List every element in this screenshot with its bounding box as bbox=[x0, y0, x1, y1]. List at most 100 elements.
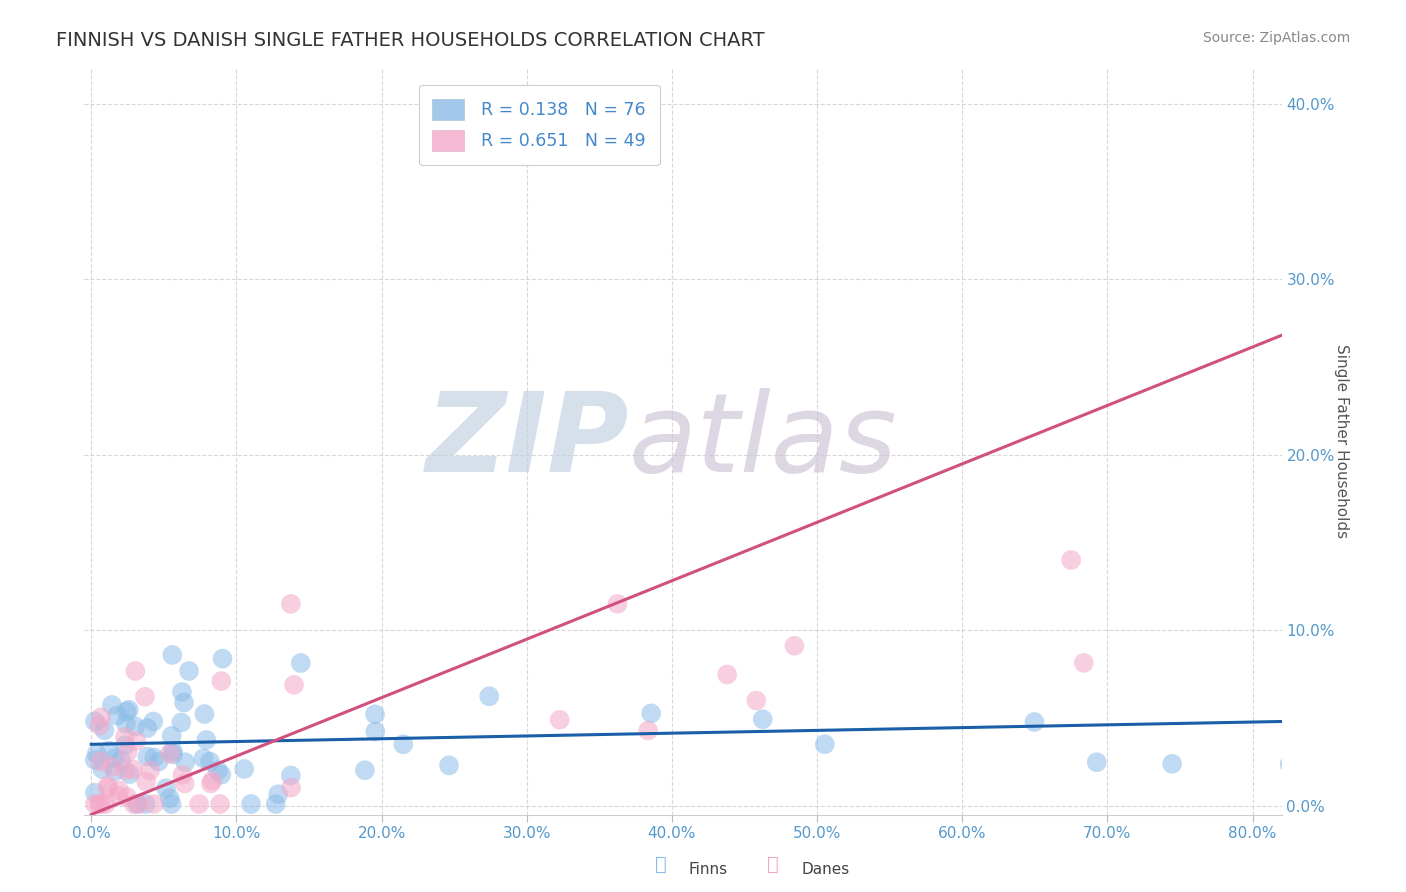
Point bbox=[724, 708, 747, 723]
Point bbox=[711, 414, 734, 428]
Text: ⬜: ⬜ bbox=[768, 855, 779, 873]
Point bbox=[83, 754, 105, 768]
Point bbox=[361, 639, 384, 653]
Point bbox=[83, 797, 105, 811]
Point bbox=[155, 787, 177, 801]
Point bbox=[90, 708, 112, 723]
Point bbox=[93, 730, 115, 744]
Point bbox=[875, 779, 897, 793]
Point bbox=[82, 753, 104, 767]
Point bbox=[131, 764, 153, 778]
Point bbox=[346, 693, 368, 707]
Point bbox=[267, 713, 290, 727]
Point bbox=[117, 768, 139, 782]
Point bbox=[103, 721, 125, 735]
Point bbox=[477, 656, 499, 670]
Point bbox=[112, 729, 135, 743]
Point bbox=[83, 718, 105, 732]
Point bbox=[117, 696, 139, 710]
Point bbox=[141, 762, 163, 776]
Point bbox=[291, 597, 314, 611]
Point bbox=[96, 703, 118, 717]
Point bbox=[890, 741, 912, 756]
Point bbox=[673, 498, 696, 512]
Point bbox=[91, 783, 114, 797]
Point bbox=[160, 768, 183, 782]
Point bbox=[593, 635, 616, 649]
Point bbox=[97, 797, 120, 811]
Point bbox=[94, 745, 117, 759]
Point bbox=[118, 756, 141, 770]
Point bbox=[127, 733, 149, 747]
Point bbox=[103, 774, 125, 789]
Point bbox=[124, 797, 146, 811]
Point bbox=[105, 750, 128, 764]
Y-axis label: Single Father Households: Single Father Households bbox=[1334, 344, 1348, 539]
Point bbox=[987, 114, 1010, 128]
Point bbox=[97, 719, 120, 733]
Point bbox=[112, 648, 135, 662]
Point bbox=[94, 705, 117, 719]
Point bbox=[132, 797, 155, 811]
Point bbox=[91, 789, 114, 803]
Point bbox=[849, 649, 872, 664]
Point bbox=[120, 664, 142, 678]
Point bbox=[112, 797, 135, 811]
Point bbox=[153, 797, 176, 811]
Point bbox=[482, 755, 505, 769]
Point bbox=[98, 797, 121, 811]
Point bbox=[87, 780, 110, 795]
Point bbox=[98, 797, 121, 811]
Point bbox=[90, 764, 112, 779]
Point bbox=[105, 797, 128, 811]
Point bbox=[87, 743, 110, 757]
Point bbox=[132, 674, 155, 689]
Point bbox=[190, 763, 212, 777]
Point bbox=[581, 741, 603, 756]
Point bbox=[239, 690, 262, 704]
Point bbox=[162, 678, 184, 692]
Point bbox=[304, 706, 326, 721]
Point bbox=[86, 723, 108, 738]
Point bbox=[94, 789, 117, 804]
Point bbox=[89, 759, 111, 773]
Point bbox=[664, 540, 686, 554]
Point bbox=[89, 698, 111, 712]
Point bbox=[783, 694, 806, 708]
Point bbox=[82, 747, 104, 761]
Point bbox=[664, 762, 686, 776]
Point bbox=[117, 685, 139, 699]
Point bbox=[97, 664, 120, 678]
Point bbox=[165, 656, 187, 670]
Point bbox=[132, 651, 155, 665]
Text: FINNISH VS DANISH SINGLE FATHER HOUSEHOLDS CORRELATION CHART: FINNISH VS DANISH SINGLE FATHER HOUSEHOL… bbox=[56, 31, 765, 50]
Point bbox=[87, 779, 110, 793]
Point bbox=[993, 700, 1015, 714]
Point bbox=[602, 551, 624, 566]
Point bbox=[1149, 760, 1171, 774]
Point bbox=[105, 714, 128, 729]
Point bbox=[84, 797, 107, 811]
Point bbox=[128, 773, 150, 788]
Point bbox=[94, 716, 117, 731]
Point bbox=[349, 712, 371, 726]
Text: atlas: atlas bbox=[628, 388, 897, 495]
Point bbox=[111, 747, 134, 761]
Point bbox=[86, 797, 108, 811]
Point bbox=[160, 780, 183, 795]
Point bbox=[98, 733, 121, 747]
Point bbox=[91, 753, 114, 767]
Text: Finns: Finns bbox=[689, 863, 728, 877]
Point bbox=[125, 707, 148, 722]
Point bbox=[205, 737, 228, 751]
Point bbox=[681, 638, 703, 652]
Point bbox=[96, 767, 118, 781]
Point bbox=[128, 776, 150, 790]
Point bbox=[302, 723, 325, 738]
Point bbox=[987, 738, 1010, 752]
Legend: R = 0.138   N = 76, R = 0.651   N = 49: R = 0.138 N = 76, R = 0.651 N = 49 bbox=[419, 85, 659, 165]
Point bbox=[103, 749, 125, 764]
Text: ⬜: ⬜ bbox=[655, 855, 666, 873]
Point bbox=[82, 797, 104, 811]
Point bbox=[111, 791, 134, 805]
